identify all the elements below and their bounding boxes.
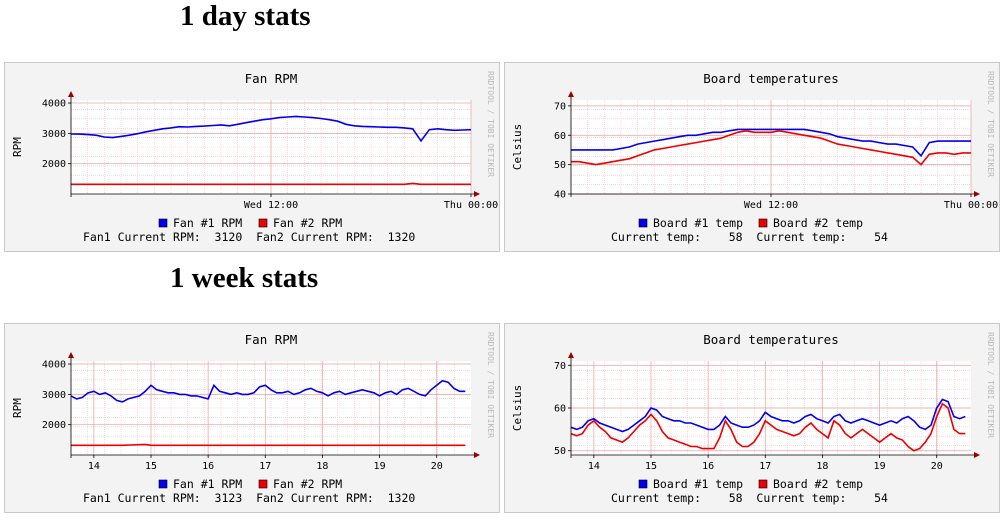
legend-current-values: Fan1 Current RPM: 3120 Fan2 Current RPM:… [83, 230, 415, 244]
watermark: RRDTOOL / TOBI OETIKER [486, 332, 495, 438]
legend-current-values: Fan1 Current RPM: 3123 Fan2 Current RPM:… [83, 491, 415, 505]
legend-swatch-1 [158, 479, 168, 489]
x-tick-label: 20 [931, 461, 943, 472]
x-tick-label: 17 [759, 461, 771, 472]
legend-swatch-2 [258, 479, 268, 489]
x-tick-label: 15 [145, 461, 157, 472]
x-tick-label: 18 [816, 461, 828, 472]
watermark: RRDTOOL / TOBI OETIKER [986, 332, 995, 438]
legend-swatch-1 [638, 218, 648, 228]
y-tick-label: 4000 [42, 99, 66, 110]
watermark: RRDTOOL / TOBI OETIKER [486, 71, 495, 177]
chart-panel-day-fan: 2000 3000 4000 Wed 12:00 Thu 00:00 Fan RPM RPM… [4, 62, 500, 252]
y-axis-arrow [568, 352, 574, 358]
chart-svg: 2000 3000 4000 14 15 16 17 18 19 20 Fan RPM RPM RRDT… [11, 332, 495, 505]
x-tick-label: Wed 12:00 [244, 200, 298, 211]
series-line-1 [70, 115, 472, 143]
x-tick-label: 16 [702, 461, 714, 472]
y-tick-label: 50 [554, 160, 566, 171]
chart-svg: 50 60 70 14 15 16 17 18 19 20 Board temperatures Ce… [511, 332, 995, 505]
x-tick-label: 14 [88, 461, 100, 472]
legend-label-2: Fan #2 RPM [273, 216, 342, 230]
x-axis-arrow [974, 191, 980, 197]
legend-swatch-1 [158, 218, 168, 228]
y-tick-label: 3000 [42, 129, 66, 140]
x-tick-label: Thu 00:00 [444, 200, 498, 211]
chart-panel-day-temp: 40 50 60 70 Wed 12:00 Thu 00:00 Board temperat… [504, 62, 1000, 252]
series-line-2 [71, 182, 471, 186]
x-tick-label: 17 [259, 461, 271, 472]
legend-label-1: Board #1 temp [653, 477, 743, 491]
x-tick-label: 16 [202, 461, 214, 472]
y-tick-label: 70 [554, 361, 566, 372]
y-axis-arrow [568, 91, 574, 97]
legend-swatch-2 [758, 479, 768, 489]
chart-svg: 40 50 60 70 Wed 12:00 Thu 00:00 Board temperat… [511, 71, 998, 244]
chart-panel-week-temp: 50 60 70 14 15 16 17 18 19 20 Board temperatures Ce… [504, 323, 1000, 513]
y-tick-label: 4000 [42, 360, 66, 371]
section-title-day: 1 day stats [180, 0, 311, 32]
legend-swatch-2 [258, 218, 268, 228]
legend-label-1: Fan #1 RPM [173, 477, 242, 491]
y-axis-label: Celsius [511, 385, 524, 431]
y-axis-label: Celsius [511, 124, 524, 170]
y-tick-label: 40 [554, 190, 566, 201]
legend-label-1: Fan #1 RPM [173, 216, 242, 230]
series-line-2 [570, 402, 966, 452]
section-title-week: 1 week stats [170, 262, 319, 294]
legend-current-values: Current temp: 58 Current temp: 54 [611, 230, 888, 244]
series-line-2 [571, 129, 971, 166]
y-tick-label: 70 [554, 101, 566, 112]
x-tick-label: 20 [431, 461, 443, 472]
x-tick-label: Wed 12:00 [744, 200, 798, 211]
chart-panel-week-fan: 2000 3000 4000 14 15 16 17 18 19 20 Fan RPM RPM RRDT… [4, 323, 500, 513]
legend-swatch-2 [758, 218, 768, 228]
legend-current-values: Current temp: 58 Current temp: 54 [611, 491, 888, 505]
chart-title: Board temperatures [703, 332, 838, 347]
y-tick-label: 60 [554, 404, 566, 415]
x-tick-label: 18 [316, 461, 328, 472]
y-tick-label: 2000 [42, 420, 66, 431]
chart-title: Board temperatures [703, 71, 838, 86]
chart-svg: 2000 3000 4000 Wed 12:00 Thu 00:00 Fan RPM RPM… [11, 71, 498, 244]
legend-label-2: Board #2 temp [773, 216, 863, 230]
legend-label-2: Board #2 temp [773, 477, 863, 491]
series-line-1 [570, 398, 966, 433]
y-tick-label: 3000 [42, 390, 66, 401]
x-tick-label: 19 [374, 461, 386, 472]
x-tick-label: Thu 00:00 [944, 200, 998, 211]
legend-label-2: Fan #2 RPM [273, 477, 342, 491]
legend-label-1: Board #1 temp [653, 216, 743, 230]
y-tick-label: 50 [554, 446, 566, 457]
series-line-2 [71, 443, 466, 447]
chart-title: Fan RPM [245, 332, 298, 347]
x-tick-label: 15 [645, 461, 657, 472]
watermark: RRDTOOL / TOBI OETIKER [986, 71, 995, 177]
y-axis-label: RPM [11, 137, 24, 157]
x-tick-label: 19 [874, 461, 886, 472]
series-line-1 [571, 128, 971, 158]
x-axis-arrow [974, 452, 980, 458]
x-tick-label: 14 [588, 461, 600, 472]
y-tick-label: 2000 [42, 159, 66, 170]
legend-swatch-1 [638, 479, 648, 489]
series-line-1 [70, 379, 466, 403]
y-axis-arrow [68, 91, 74, 97]
chart-title: Fan RPM [245, 71, 298, 86]
x-axis-arrow [474, 452, 480, 458]
y-tick-label: 60 [554, 131, 566, 142]
x-axis-arrow [474, 191, 480, 197]
y-axis-arrow [68, 352, 74, 358]
y-axis-label: RPM [11, 398, 24, 418]
